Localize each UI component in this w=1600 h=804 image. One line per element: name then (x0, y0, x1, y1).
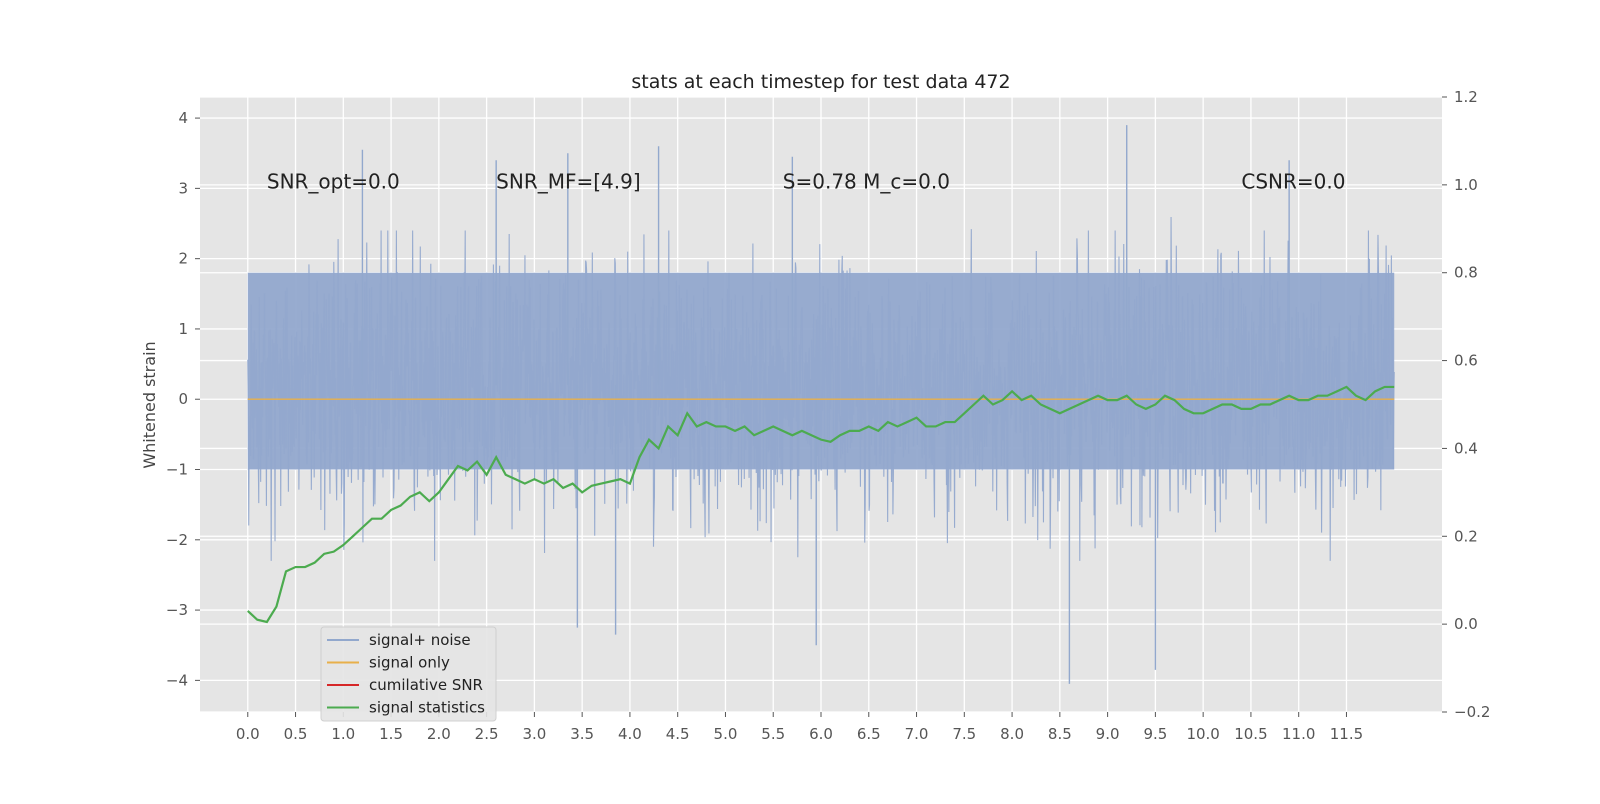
y-right-tick-label: 0.6 (1454, 352, 1478, 370)
x-tick-label: 6.0 (809, 725, 833, 743)
chart-title: stats at each timestep for test data 472 (631, 71, 1010, 93)
annotation-csnr: CSNR=0.0 (1241, 169, 1345, 193)
x-tick-label: 6.5 (857, 725, 881, 743)
legend-box (320, 626, 497, 722)
x-tick-label: 11.0 (1282, 725, 1315, 743)
x-tick-label: 7.0 (905, 725, 929, 743)
annotation-snr-opt: SNR_opt=0.0 (267, 169, 400, 193)
y-right-tick-label: 0.2 (1454, 527, 1478, 545)
noise-trace (247, 216, 1395, 561)
x-tick-label: 9.0 (1096, 725, 1120, 743)
y-right-tick-label: −0.2 (1454, 703, 1490, 721)
x-tick-label: 8.0 (1000, 725, 1024, 743)
y-tick-label: −4 (166, 671, 188, 689)
legend: signal+ noise signal only cumilative SNR si… (320, 626, 497, 722)
y-right-tick-label: 1.0 (1454, 176, 1478, 194)
x-tick-label: 3.0 (522, 725, 546, 743)
y-tick-label: 1 (178, 320, 188, 338)
y-tick-label: 4 (178, 109, 188, 127)
x-tick-label: 10.0 (1186, 725, 1219, 743)
y-tick-label: 3 (178, 179, 188, 197)
x-tick-label: 1.5 (379, 725, 403, 743)
y-tick-label: −1 (166, 461, 188, 479)
y-axis-label: Whitened strain (140, 341, 159, 468)
annotation-snr-mf: SNR_MF=[4.9] (496, 169, 640, 193)
x-tick-label: 1.0 (331, 725, 355, 743)
y-right-tick-label: 0.8 (1454, 264, 1478, 282)
legend-label: cumilative SNR (369, 676, 483, 694)
x-tick-label: 0.0 (236, 725, 260, 743)
x-tick-label: 4.5 (666, 725, 690, 743)
y-right-tick-label: 1.2 (1454, 88, 1478, 106)
y-right-tick-label: 0.0 (1454, 615, 1478, 633)
y-tick-label: 2 (178, 250, 188, 268)
y-tick-label: −3 (166, 601, 188, 619)
x-tick-label: 2.0 (427, 725, 451, 743)
x-tick-label: 5.0 (714, 725, 738, 743)
x-tick-label: 8.5 (1048, 725, 1072, 743)
series-lines (247, 385, 1395, 624)
legend-label: signal statistics (369, 699, 485, 717)
x-tick-label: 9.5 (1143, 725, 1167, 743)
y-right-tick-label: 0.4 (1454, 439, 1478, 457)
x-tick-label: 11.5 (1330, 725, 1363, 743)
series-signal-noise (247, 125, 1395, 684)
x-tick-label: 7.5 (952, 725, 976, 743)
axes: 0.0 0.5 1.0 1.5 2.0 2.5 3.0 3.5 4.0 4.5 5.0 5.5 6.0 6… (166, 88, 1491, 743)
x-tick-label: 3.5 (570, 725, 594, 743)
x-tick-label: 2.5 (475, 725, 499, 743)
annotation-s-mc: S=0.78 M_c=0.0 (783, 169, 950, 193)
annotations: SNR_opt=0.0 SNR_MF=[4.9] S=0.78 M_c=0.0 CSN… (267, 169, 1346, 193)
series-signal-statistics (247, 385, 1395, 624)
y-tick-label: 0 (178, 390, 188, 408)
legend-label: signal only (369, 654, 450, 672)
x-tick-label: 0.5 (284, 725, 308, 743)
y-tick-label: −2 (166, 531, 188, 549)
x-tick-label: 5.5 (761, 725, 785, 743)
x-tick-label: 4.0 (618, 725, 642, 743)
legend-label: signal+ noise (369, 631, 471, 649)
x-tick-label: 10.5 (1234, 725, 1267, 743)
